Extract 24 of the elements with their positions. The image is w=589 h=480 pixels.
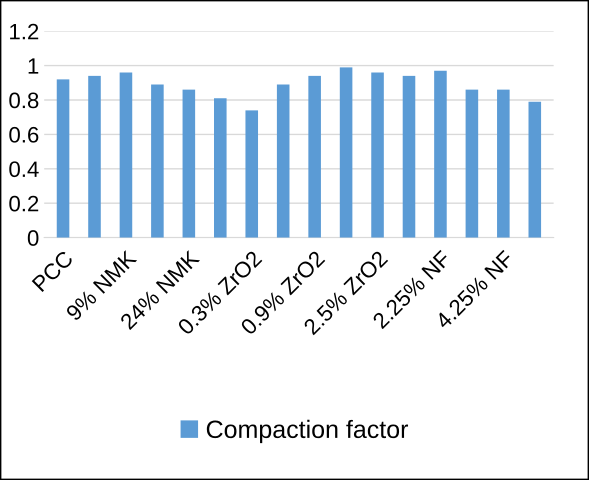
y-tick-label: 0.4 bbox=[9, 161, 39, 178]
bar bbox=[151, 84, 164, 238]
legend-label: Compaction factor bbox=[206, 420, 408, 444]
bar bbox=[120, 72, 132, 238]
bar bbox=[497, 90, 510, 238]
y-tick-label: 1 bbox=[28, 58, 38, 74]
bar bbox=[528, 102, 542, 238]
bar bbox=[245, 110, 258, 238]
bar bbox=[371, 72, 384, 238]
y-tick-label: 0.8 bbox=[9, 92, 38, 108]
bar bbox=[434, 70, 447, 238]
bar bbox=[340, 67, 352, 238]
y-tick-label: 0.6 bbox=[9, 126, 38, 143]
y-tick-label: 1.2 bbox=[10, 24, 38, 40]
bar bbox=[466, 90, 478, 238]
bar bbox=[88, 76, 101, 238]
y-tick-label: 0.2 bbox=[9, 196, 38, 212]
bar bbox=[56, 79, 70, 238]
bar bbox=[308, 76, 321, 238]
bar bbox=[182, 90, 196, 238]
y-tick-label: 0 bbox=[28, 230, 38, 246]
bar bbox=[214, 98, 227, 238]
bar bbox=[276, 84, 290, 238]
bar bbox=[402, 76, 416, 238]
